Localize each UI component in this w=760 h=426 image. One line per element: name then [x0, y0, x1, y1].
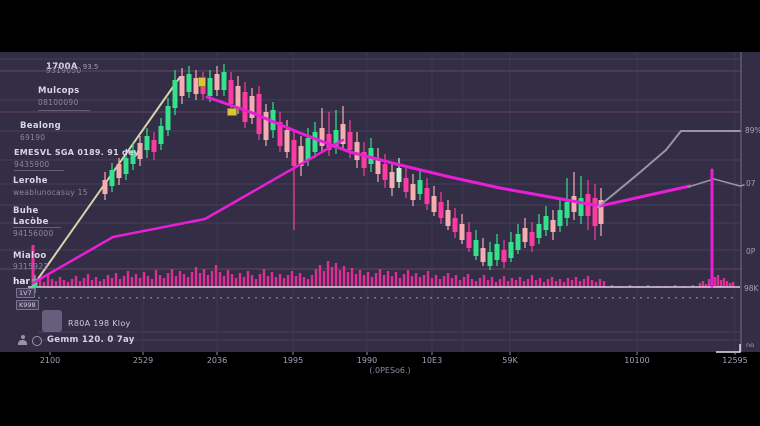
sidebar-row5-title: Lerohe: [13, 176, 48, 186]
right-axis-label-1: 89%: [745, 126, 760, 135]
divider: [14, 170, 64, 171]
x-axis-label-1: 2100: [39, 356, 61, 365]
circle-icon[interactable]: [32, 336, 42, 346]
right-axis-label-2: 07: [746, 179, 756, 188]
sidebar-row3-title: Bealong: [20, 121, 61, 131]
divider: [38, 110, 90, 111]
legend-swatch[interactable]: [42, 310, 62, 332]
x-axis-label-5: 1990: [356, 356, 378, 365]
sidebar-row2-title: Mulcops: [38, 86, 80, 96]
legend-row-1[interactable]: R80A 198 Kloy: [68, 319, 131, 328]
sidebar-row7-value: 9315923: [13, 262, 49, 271]
x-axis-footnote: (.0PESo6.): [369, 366, 411, 375]
sidebar-row6-title: Buhe: [13, 206, 39, 216]
x-axis-label-7: 59K: [502, 356, 518, 365]
person-icon[interactable]: [18, 335, 27, 345]
symbol-label: 1700A: [46, 62, 78, 72]
sidebar-row3-value: 69190: [20, 133, 46, 142]
price-tag-1: 1V7: [16, 288, 35, 298]
sidebar-row2-value: 08100090: [38, 98, 79, 107]
sidebar-row6-subtitle: Lacòbe: [13, 217, 49, 227]
sidebar-row6-value: 94156000: [13, 229, 54, 238]
price-tag-2: K998: [16, 300, 39, 310]
sidebar-row5-value: weablunocasuy 15: [13, 188, 88, 197]
volume-pane-label: har: [13, 277, 30, 287]
x-axis-label-2: 2529: [132, 356, 154, 365]
sidebar-row4-value: 9435900: [14, 160, 50, 169]
symbol-sup-value: 93.5: [82, 63, 99, 71]
sidebar-row-symbol: 1700A 93.5: [46, 54, 98, 73]
sidebar-row4-title: EMESVL SGA 0189. 91 dey: [14, 148, 140, 157]
legend-row-2[interactable]: Gemm 120. 0 7ay: [47, 335, 135, 345]
x-axis-label-8: 10100: [624, 356, 650, 365]
right-axis-label-3: 0P: [746, 247, 756, 256]
divider: [13, 227, 61, 228]
x-axis-label-3: 2036: [206, 356, 228, 365]
right-axis-label-4: 98K: [744, 284, 759, 293]
sidebar-row7-title: Mialoo: [13, 251, 47, 261]
symbol-value: 9319050: [46, 66, 82, 75]
x-axis-label-4: 1995: [282, 356, 304, 365]
right-axis-label-5: no: [746, 341, 755, 349]
x-axis-label-9: 12595: [722, 356, 748, 365]
x-axis-label-6: 10E3: [421, 356, 443, 365]
